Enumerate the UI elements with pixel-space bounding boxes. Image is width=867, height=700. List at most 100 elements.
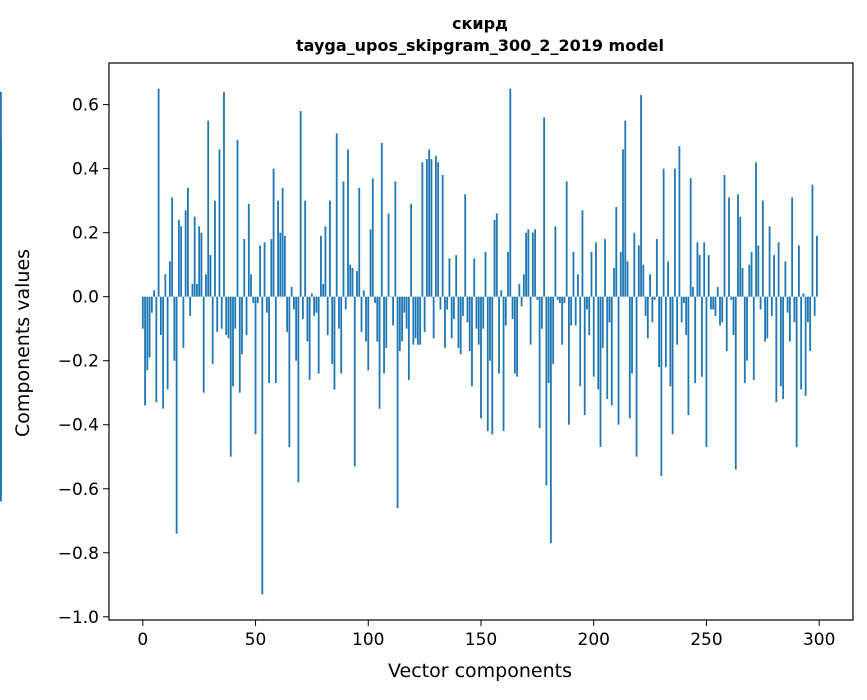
bar [290, 287, 293, 297]
bar [502, 296, 505, 432]
bar [360, 296, 363, 332]
bar [428, 149, 431, 297]
bar [777, 242, 780, 297]
bar [380, 143, 383, 297]
bar [525, 232, 527, 297]
bar [597, 296, 600, 390]
bar [637, 245, 640, 297]
bar [193, 216, 196, 297]
bar [466, 296, 469, 323]
bar [277, 200, 279, 297]
y-tick-label: −0.4 [58, 416, 99, 436]
bar [317, 296, 320, 374]
bar [739, 216, 742, 297]
bar [574, 296, 577, 326]
bar [340, 296, 343, 374]
bar [159, 296, 162, 336]
bar [198, 226, 201, 297]
bar [673, 168, 676, 297]
bar [259, 245, 261, 297]
bar [425, 159, 428, 297]
bar [299, 111, 302, 297]
bar [687, 296, 690, 416]
bar [407, 296, 410, 380]
bar [175, 296, 178, 534]
bar [153, 290, 155, 297]
bar [182, 296, 185, 348]
x-tick-label: 100 [352, 630, 384, 650]
bar [498, 296, 500, 374]
bar [579, 296, 582, 387]
bar [588, 296, 591, 336]
bar [270, 239, 273, 297]
bar [759, 296, 762, 310]
bar [755, 162, 757, 297]
bar [703, 242, 706, 297]
bar [166, 296, 169, 390]
bar [651, 296, 654, 323]
bar [272, 168, 275, 297]
bar [367, 296, 370, 371]
bar [403, 296, 406, 313]
bar [236, 139, 239, 297]
bar [288, 296, 291, 448]
bar [660, 296, 663, 476]
y-axis-label: Components values [12, 249, 34, 437]
bar [205, 274, 207, 297]
bar [256, 296, 259, 304]
bar [444, 296, 446, 348]
bar [734, 296, 737, 470]
y-tick-label: −1.0 [58, 608, 99, 628]
bar [685, 296, 688, 336]
bar [719, 296, 721, 326]
bar [168, 261, 171, 297]
x-tick-label: 300 [803, 630, 835, 650]
bar [775, 296, 778, 403]
bar [617, 296, 620, 425]
bar [432, 296, 435, 339]
bar [676, 296, 679, 345]
bar [730, 296, 733, 300]
bar [561, 296, 564, 345]
bar [462, 296, 464, 316]
bar [732, 296, 735, 336]
bar [547, 296, 550, 384]
bar [214, 200, 216, 297]
bar [374, 296, 376, 304]
bar [378, 296, 381, 409]
bar [669, 296, 672, 387]
bar [712, 296, 715, 310]
bar [475, 296, 478, 329]
bar [329, 200, 331, 297]
bar [171, 197, 174, 297]
bar [784, 261, 787, 297]
bar [631, 296, 633, 374]
bar [148, 296, 151, 358]
bar [238, 296, 241, 393]
bar [446, 296, 449, 310]
bar [412, 296, 415, 345]
bar [540, 296, 543, 329]
bar [421, 162, 424, 297]
bar [549, 296, 552, 544]
bar [773, 255, 775, 297]
bar [437, 162, 440, 297]
chart-subtitle: tayga_upos_skipgram_300_2_2019 model [296, 36, 664, 55]
bar [577, 274, 579, 297]
bar [326, 296, 329, 336]
bar [640, 95, 642, 297]
bar [534, 229, 537, 297]
bar [376, 296, 379, 342]
bar [234, 296, 237, 329]
bar [459, 296, 462, 355]
bar [338, 296, 340, 329]
bar [816, 235, 818, 297]
bar [464, 194, 467, 297]
bar [516, 296, 518, 377]
bar [349, 264, 352, 297]
bar [653, 296, 656, 300]
bar [173, 296, 176, 361]
bar [353, 296, 356, 467]
bar [229, 296, 232, 457]
